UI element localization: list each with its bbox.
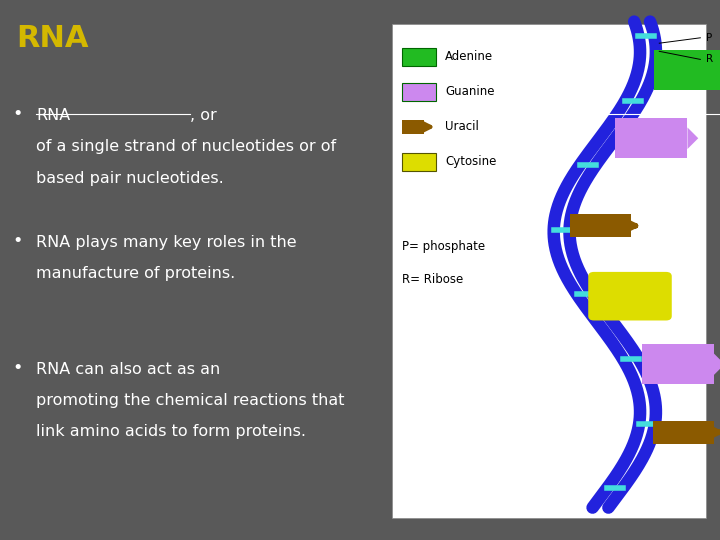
Text: , or: , or [190,108,222,123]
Text: •: • [13,232,23,250]
Text: link amino acids to form proteins.: link amino acids to form proteins. [36,424,306,440]
Text: Uracil: Uracil [445,120,479,133]
FancyBboxPatch shape [654,50,720,90]
FancyBboxPatch shape [402,120,424,134]
Text: R= Ribose: R= Ribose [402,273,463,286]
Text: •: • [13,105,23,123]
Text: RNA can also act as an: RNA can also act as an [36,362,225,377]
FancyBboxPatch shape [392,24,706,518]
Text: promoting the chemical reactions that: promoting the chemical reactions that [36,393,344,408]
Text: P= phosphate: P= phosphate [402,240,485,253]
Text: Guanine: Guanine [445,85,495,98]
Text: P: P [706,33,712,43]
FancyBboxPatch shape [653,421,714,444]
Text: Adenine: Adenine [445,50,493,63]
FancyBboxPatch shape [570,214,631,237]
FancyBboxPatch shape [616,118,688,158]
Text: RNA: RNA [36,108,71,123]
Polygon shape [714,354,720,375]
FancyBboxPatch shape [642,345,714,384]
Text: Cytosine: Cytosine [445,156,496,168]
Text: manufacture of proteins.: manufacture of proteins. [36,266,235,281]
Text: •: • [13,359,23,377]
Text: RNA plays many key roles in the: RNA plays many key roles in the [36,235,297,250]
FancyBboxPatch shape [402,153,436,171]
FancyBboxPatch shape [402,48,436,66]
FancyBboxPatch shape [588,272,672,321]
FancyBboxPatch shape [402,83,436,101]
Text: based pair nucleotides.: based pair nucleotides. [36,171,224,186]
Text: R: R [706,55,714,64]
Text: ribonucleic acid: ribonucleic acid [446,108,573,123]
Polygon shape [688,127,698,149]
Text: of a single strand of nucleotides or of: of a single strand of nucleotides or of [36,139,336,154]
Text: RNA: RNA [16,24,89,53]
